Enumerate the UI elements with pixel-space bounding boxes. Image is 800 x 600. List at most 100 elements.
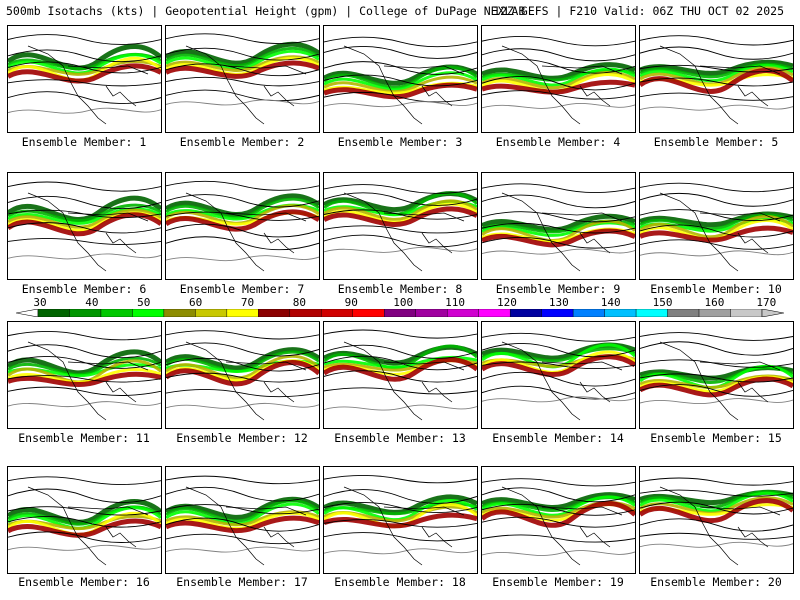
ensemble-member-label: Ensemble Member: 9 <box>495 282 621 296</box>
height-contour <box>166 180 319 191</box>
height-contour <box>8 181 161 192</box>
colorbar-swatch <box>352 309 385 317</box>
isotach-band <box>8 195 161 222</box>
colorbar-swatch <box>541 309 574 317</box>
isotach-band <box>8 207 161 225</box>
isotach-band <box>166 46 319 68</box>
height-contour <box>324 225 477 234</box>
height-contour <box>8 237 161 245</box>
height-contour <box>166 236 319 251</box>
isotach-band <box>166 354 319 380</box>
isotach-band <box>482 492 635 510</box>
colorbar-swatch <box>289 309 322 317</box>
isotach-band <box>482 501 635 528</box>
height-contour <box>8 34 161 45</box>
height-contour <box>166 76 319 87</box>
coastline <box>501 45 623 125</box>
height-contour <box>482 516 635 528</box>
isotach-band <box>640 498 793 523</box>
colorbar-tick-label: 50 <box>137 296 151 309</box>
height-contour <box>482 478 635 487</box>
ensemble-member-label: Ensemble Member: 14 <box>492 431 624 445</box>
isotach-band <box>166 49 319 71</box>
isotach-band <box>482 495 635 517</box>
coastline <box>343 341 465 421</box>
height-contour-gray <box>324 101 477 108</box>
height-contour <box>482 343 635 358</box>
colorbar-tick-label: 100 <box>393 296 414 309</box>
height-contour <box>640 532 793 540</box>
height-contour <box>640 489 793 497</box>
isotach-band <box>324 75 477 94</box>
isotach-band <box>8 371 161 387</box>
isotach-band <box>8 368 161 384</box>
coastline <box>27 45 149 125</box>
ensemble-map-panel <box>165 466 320 574</box>
height-contour <box>166 342 319 357</box>
height-contour <box>324 184 477 194</box>
coastline <box>659 341 781 421</box>
height-contour <box>8 195 161 210</box>
ensemble-member-label: Ensemble Member: 2 <box>179 135 305 149</box>
height-contour <box>640 193 793 207</box>
colorbar-swatch <box>384 309 416 317</box>
height-contour <box>8 61 161 74</box>
height-contour <box>640 46 793 60</box>
coastline <box>27 486 149 566</box>
height-contour <box>8 222 161 234</box>
ensemble-map-panel <box>481 25 636 133</box>
height-contour <box>166 211 319 221</box>
coastline <box>501 341 623 421</box>
ensemble-member-label: Ensemble Member: 12 <box>176 431 308 445</box>
isotach-band <box>640 225 793 243</box>
ensemble-map-panel <box>639 321 794 429</box>
height-contour <box>166 194 319 208</box>
height-contour <box>640 35 793 46</box>
height-contour <box>8 488 161 503</box>
coastline <box>27 192 149 272</box>
height-contour <box>482 59 635 74</box>
ensemble-map-panel <box>7 321 162 429</box>
height-contour <box>8 386 161 396</box>
height-contour <box>166 533 319 545</box>
run-info: 12Z GEFS | F210 Valid: 06Z THU OCT 02 20… <box>493 4 784 18</box>
isotach-band <box>640 59 793 76</box>
height-contour <box>640 518 793 532</box>
colorbar-tick-label: 90 <box>344 296 358 309</box>
height-contour-gray <box>482 550 635 556</box>
coastline <box>185 486 307 566</box>
height-contour-gray <box>166 546 319 553</box>
height-contour <box>640 384 793 397</box>
ensemble-map-panel <box>639 466 794 574</box>
height-contour <box>640 182 793 193</box>
height-contour <box>324 519 477 528</box>
height-contour <box>8 531 161 543</box>
colorbar-swatch <box>478 309 511 317</box>
isotach-band <box>482 79 635 95</box>
height-contour <box>324 46 477 59</box>
height-contour <box>482 534 635 543</box>
isotach-band <box>166 499 319 523</box>
height-contour <box>324 91 477 103</box>
isotach-band <box>324 191 477 216</box>
isotach-band <box>324 357 477 382</box>
colorbar-tick-label: 80 <box>292 296 307 309</box>
height-contour-gray <box>482 102 635 109</box>
height-contour <box>640 92 793 101</box>
height-contour <box>166 89 319 102</box>
ensemble-map-panel <box>323 466 478 574</box>
isotach-band <box>324 71 477 91</box>
height-contour <box>482 76 635 91</box>
colorbar-swatch <box>635 309 668 317</box>
height-contour <box>324 344 477 359</box>
height-contour <box>324 387 477 395</box>
ensemble-map-panel <box>481 466 636 574</box>
height-contour <box>166 517 319 532</box>
height-contour <box>166 372 319 383</box>
height-contour-gray <box>640 250 793 257</box>
height-contour-gray <box>8 253 161 260</box>
coastline <box>501 486 623 566</box>
height-contour <box>8 331 161 341</box>
colorbar-swatch <box>509 309 542 317</box>
height-contour-gray <box>482 396 635 403</box>
